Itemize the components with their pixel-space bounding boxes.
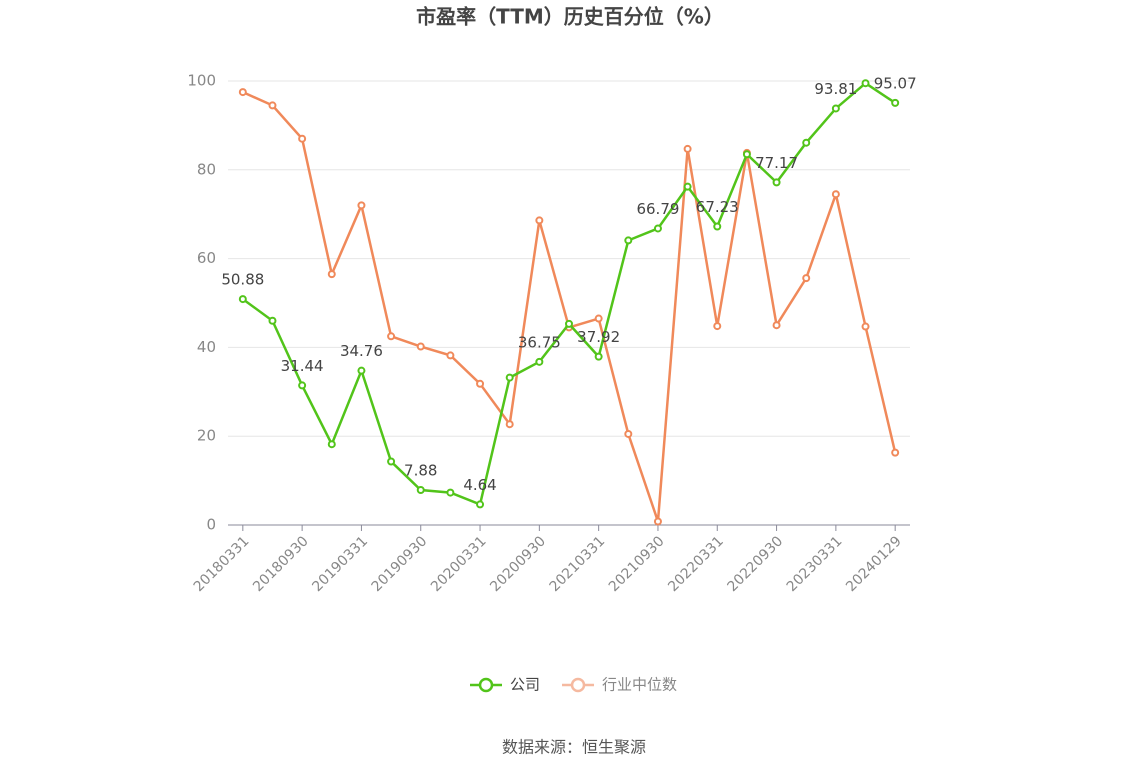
point xyxy=(594,352,603,361)
point xyxy=(416,486,425,495)
point xyxy=(565,319,573,328)
point xyxy=(772,178,781,187)
legend-marker xyxy=(478,677,494,693)
y-tick-label: 20 xyxy=(197,427,216,445)
point xyxy=(594,314,603,323)
data-label: 31.44 xyxy=(281,357,324,375)
x-tick-label: 20220930 xyxy=(725,533,787,595)
point xyxy=(327,270,336,279)
y-tick-label: 0 xyxy=(206,516,216,534)
point xyxy=(446,488,455,497)
point xyxy=(476,379,485,388)
point xyxy=(683,182,692,191)
point xyxy=(357,366,366,375)
x-tick-label: 20210331 xyxy=(547,533,609,595)
point xyxy=(535,216,544,225)
point xyxy=(268,101,277,110)
point xyxy=(446,351,455,360)
point xyxy=(476,500,485,509)
point xyxy=(357,201,366,210)
point xyxy=(802,138,811,147)
point xyxy=(268,316,277,325)
x-tick-label: 20180930 xyxy=(250,533,312,595)
source: 数据来源：恒生聚源 xyxy=(502,738,646,757)
point xyxy=(683,144,692,153)
point xyxy=(624,429,633,438)
y-tick-label: 40 xyxy=(197,338,216,356)
point xyxy=(802,274,811,283)
point xyxy=(535,357,544,366)
data-label: 50.88 xyxy=(221,271,264,289)
point xyxy=(298,134,307,143)
point xyxy=(505,373,514,382)
x-tick-label: 20180331 xyxy=(191,533,253,595)
data-label: 66.79 xyxy=(636,200,679,218)
point xyxy=(713,322,722,331)
data-label: 93.81 xyxy=(814,80,857,98)
x-tick-label: 20200930 xyxy=(487,533,549,595)
x-tick-label: 20200331 xyxy=(428,533,490,595)
data-label: 36.75 xyxy=(518,333,561,351)
y-tick-label: 80 xyxy=(197,160,216,178)
data-label: 77.17 xyxy=(755,154,798,172)
x-tick-label: 20220331 xyxy=(665,533,727,595)
legend-label: 行业中位数 xyxy=(602,676,677,694)
point xyxy=(861,322,870,331)
point xyxy=(772,321,781,330)
x-tick-label: 20210930 xyxy=(606,533,668,595)
point xyxy=(653,224,662,233)
chart-title: 市盈率（TTM）历史百分位（%） xyxy=(416,5,724,29)
y-tick-label: 60 xyxy=(197,249,216,267)
point xyxy=(653,517,662,526)
point xyxy=(831,190,840,199)
x-tick-label: 20230331 xyxy=(784,533,846,595)
data-label: 37.92 xyxy=(577,328,620,346)
y-tick-label: 100 xyxy=(187,72,216,90)
point xyxy=(624,236,633,245)
x-tick-label: 20190930 xyxy=(369,533,431,595)
point xyxy=(238,88,247,97)
point xyxy=(387,457,396,466)
point xyxy=(713,222,722,231)
legend-label: 公司 xyxy=(510,676,540,694)
point xyxy=(416,342,425,351)
point xyxy=(505,420,514,429)
point xyxy=(891,98,900,107)
point xyxy=(831,104,840,113)
point xyxy=(891,448,900,457)
data-label: 95.07 xyxy=(874,74,917,92)
point xyxy=(387,332,396,341)
data-label: 67.23 xyxy=(696,198,739,216)
data-label: 34.76 xyxy=(340,342,383,360)
point xyxy=(238,295,247,304)
legend-marker xyxy=(570,677,586,693)
point xyxy=(742,150,751,159)
data-label: 4.64 xyxy=(463,476,496,494)
data-label: 7.88 xyxy=(404,462,437,480)
point xyxy=(861,79,870,88)
point xyxy=(298,381,307,390)
point xyxy=(327,440,336,449)
x-tick-label: 20240129 xyxy=(843,533,905,595)
x-tick-label: 20190331 xyxy=(309,533,371,595)
